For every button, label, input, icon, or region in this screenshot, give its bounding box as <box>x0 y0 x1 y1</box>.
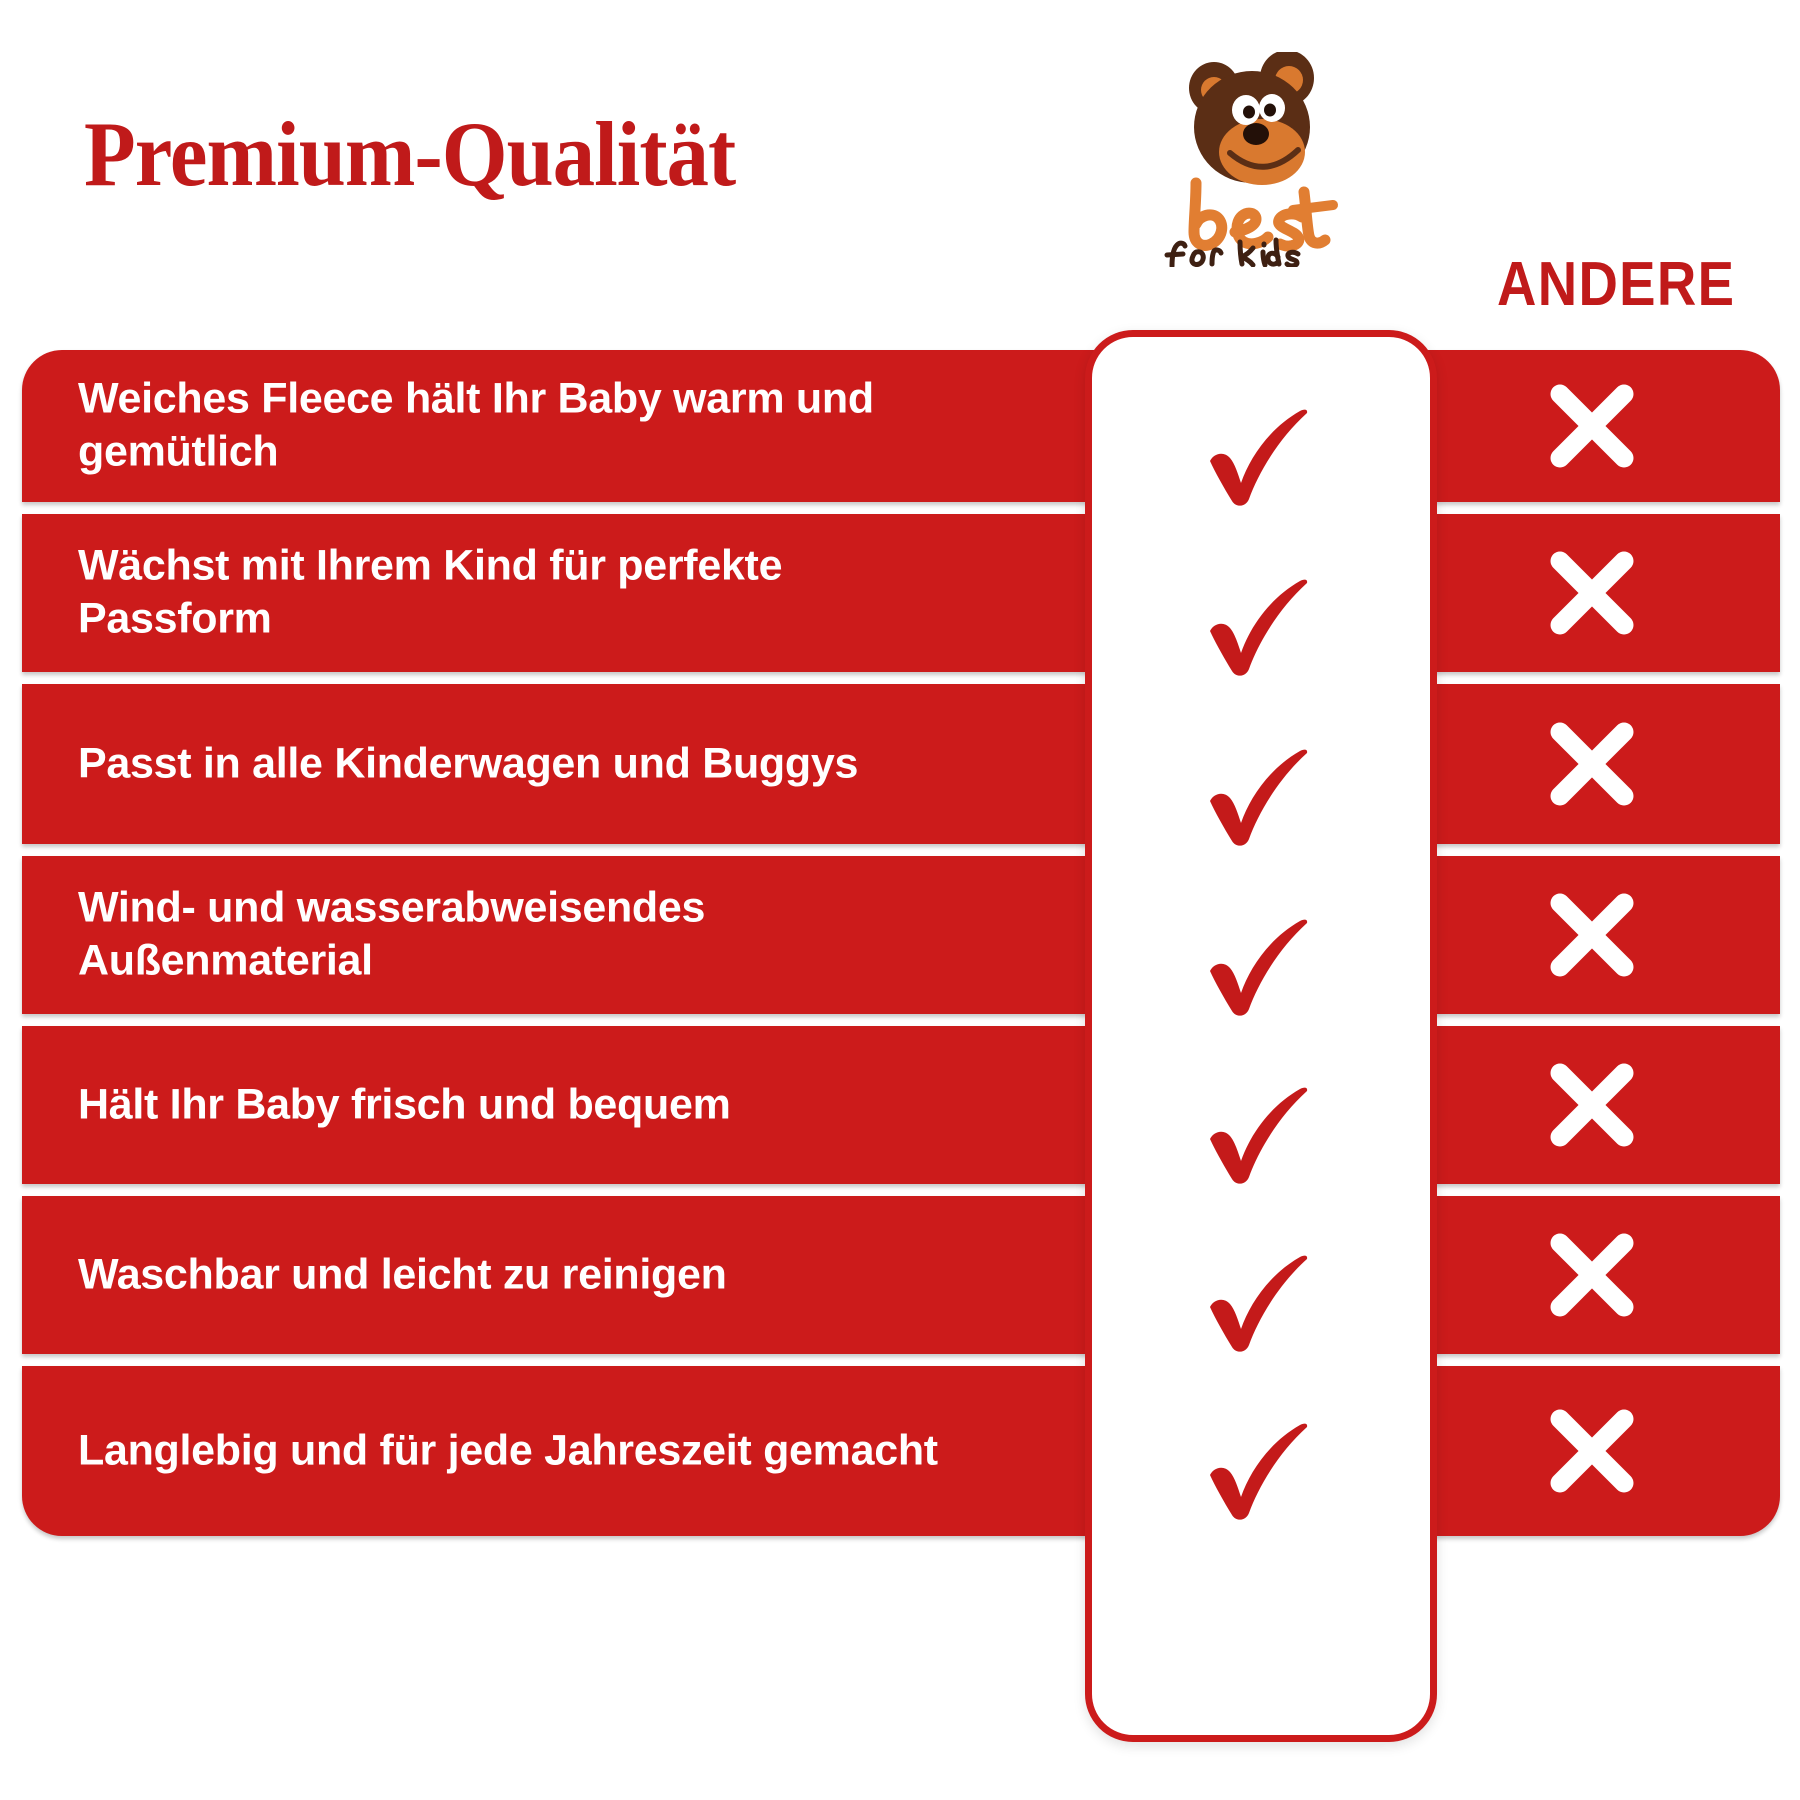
table-row: Weiches Fleece hält Ihr Baby warm und ge… <box>22 350 1780 502</box>
x-icon <box>1542 543 1642 643</box>
check-icon <box>1200 395 1322 513</box>
table-row: Hält Ihr Baby frisch und bequem <box>22 1026 1780 1184</box>
feature-text: Hält Ihr Baby frisch und bequem <box>78 1080 731 1129</box>
table-row: Passt in alle Kinderwagen und Buggys <box>22 684 1780 844</box>
table-row: Wind- und wasserabweisendes Außenmateria… <box>22 856 1780 1014</box>
check-icon <box>1200 1241 1322 1359</box>
feature-text: Weiches Fleece hält Ihr Baby warm und ge… <box>78 374 874 476</box>
brand-logo <box>1152 52 1384 267</box>
check-icon <box>1200 905 1322 1023</box>
feature-text: Langlebig und für jede Jahreszeit gemach… <box>78 1426 938 1475</box>
check-list <box>1092 357 1430 1769</box>
x-icon <box>1542 1225 1642 1325</box>
x-icon <box>1542 714 1642 814</box>
table-row: Wächst mit Ihrem Kind für perfekte Passf… <box>22 514 1780 672</box>
feature-rows: Weiches Fleece hält Ihr Baby warm und ge… <box>22 350 1780 1536</box>
competitor-column-header: ANDERE <box>1497 250 1736 319</box>
feature-text: Passt in alle Kinderwagen und Buggys <box>78 739 859 788</box>
page-title: Premium-Qualität <box>84 103 736 205</box>
x-icon <box>1542 1401 1642 1501</box>
x-icon <box>1542 376 1642 476</box>
table-row: Waschbar und leicht zu reinigen <box>22 1196 1780 1354</box>
check-icon <box>1200 735 1322 853</box>
x-icon <box>1542 885 1642 985</box>
check-icon <box>1200 1409 1322 1527</box>
own-product-column <box>1085 330 1437 1742</box>
x-icon <box>1542 1055 1642 1155</box>
feature-text: Wächst mit Ihrem Kind für perfekte Passf… <box>78 541 783 643</box>
check-icon <box>1200 565 1322 683</box>
check-icon <box>1200 1073 1322 1191</box>
feature-text: Wind- und wasserabweisendes Außenmateria… <box>78 883 706 985</box>
feature-text: Waschbar und leicht zu reinigen <box>78 1250 727 1299</box>
table-row: Langlebig und für jede Jahreszeit gemach… <box>22 1366 1780 1536</box>
